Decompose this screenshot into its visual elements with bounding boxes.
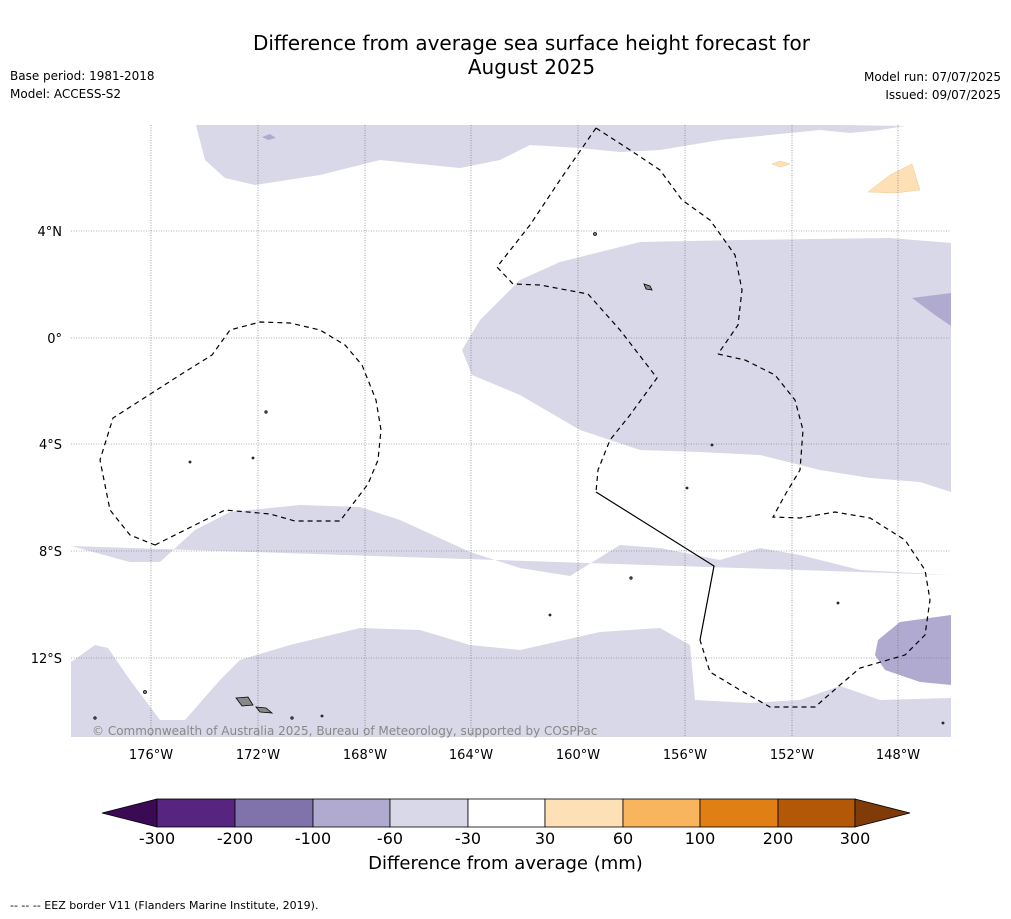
lat-label-4n: 4°N (38, 225, 63, 240)
island-atoll-7 (629, 576, 633, 580)
map-area: 4°N 0° 4°S 8°S 12°S 176°W 172°W 168°W 16… (31, 125, 951, 763)
anomaly-region-positive-2 (771, 160, 791, 168)
anomaly-region-east-2 (875, 615, 951, 685)
island-atoll-9 (710, 443, 714, 447)
graticule (71, 125, 951, 737)
cb-tick-3: -60 (377, 829, 403, 848)
cb-tick-8: 200 (763, 829, 794, 848)
title-line-2: August 2025 (467, 55, 596, 79)
eez-kiribati-phoenix (99, 321, 382, 546)
colorbar-segment-5 (467, 798, 546, 828)
map-frame (71, 125, 951, 737)
lon-label-156w: 156°W (663, 748, 707, 763)
anomaly-region-central (462, 238, 951, 492)
eez-central-1 (496, 127, 658, 493)
colorbar-segment-10 (854, 798, 911, 828)
meta-left: Base period: 1981-2018 Model: ACCESS-S2 (10, 67, 155, 103)
cb-tick-1: -200 (217, 829, 253, 848)
colorbar-label: Difference from average (mm) (368, 853, 643, 874)
island-atoll-4 (188, 460, 192, 464)
cb-tick-9: 300 (840, 829, 871, 848)
lon-label-176w: 176°W (129, 748, 173, 763)
map-title: Difference from average sea surface heig… (0, 31, 1011, 79)
island-samoa-2 (255, 706, 274, 714)
colorbar-ticks: -300 -200 -100 -60 -30 30 60 100 200 300 (139, 829, 870, 848)
colorbar-segment-1 (156, 798, 236, 828)
lon-label-152w: 152°W (770, 748, 814, 763)
eez-borders (99, 127, 931, 708)
longitude-labels: 176°W 172°W 168°W 164°W 160°W 156°W 152°… (129, 748, 920, 763)
colorbar-segment-0 (101, 798, 158, 828)
colorbar-segment-7 (622, 798, 701, 828)
small-patch-1 (262, 134, 276, 140)
footnote: -- -- -- EEZ border V11 (Flanders Marine… (10, 899, 319, 912)
lat-label-4s: 4°S (39, 438, 62, 453)
anomaly-region-south (71, 505, 951, 737)
island-atoll-3 (264, 410, 268, 414)
island-atoll-6 (143, 690, 147, 694)
island-atoll-8 (548, 613, 552, 617)
cb-tick-4: -30 (455, 829, 481, 848)
colorbar-segment-4 (389, 798, 469, 828)
base-period: Base period: 1981-2018 (10, 69, 155, 83)
issued-date: Issued: 09/07/2025 (885, 88, 1001, 102)
islands (93, 232, 945, 725)
anomaly-region-north (196, 125, 905, 185)
cb-tick-7: 100 (685, 829, 716, 848)
cb-tick-2: -100 (295, 829, 331, 848)
lon-label-172w: 172°W (236, 748, 280, 763)
colorbar: -300 -200 -100 -60 -30 30 60 100 200 300 (101, 798, 911, 848)
copyright-notice: © Commonwealth of Australia 2025, Bureau… (92, 724, 598, 738)
eez-kiribati-line-north (595, 127, 743, 355)
cb-tick-0: -300 (139, 829, 175, 848)
island-atoll-11 (836, 601, 840, 605)
colorbar-segment-8 (699, 798, 779, 828)
lat-label-8s: 8°S (39, 545, 62, 560)
eez-solid-segments (595, 491, 715, 641)
model-name: Model: ACCESS-S2 (10, 87, 122, 101)
meta-right: Model run: 07/07/2025 Issued: 09/07/2025 (864, 68, 1001, 104)
colorbar-segments (101, 798, 911, 828)
title-line-1: Difference from average sea surface heig… (252, 31, 811, 55)
lon-label-160w: 160°W (556, 748, 600, 763)
island-atoll-1 (643, 283, 653, 291)
colorbar-segment-3 (312, 798, 391, 828)
cb-tick-6: 60 (613, 829, 633, 848)
latitude-labels: 4°N 0° 4°S 8°S 12°S (31, 225, 62, 667)
colorbar-segment-2 (234, 798, 314, 828)
island-atoll-15 (941, 721, 945, 725)
island-atoll-5 (251, 456, 255, 460)
island-atoll-13 (290, 716, 294, 720)
anomaly-region-east-1 (912, 293, 951, 326)
lat-label-12s: 12°S (31, 652, 62, 667)
lon-label-148w: 148°W (876, 748, 920, 763)
lat-label-0: 0° (47, 332, 62, 347)
lon-label-164w: 164°W (449, 748, 493, 763)
model-run-date: Model run: 07/07/2025 (863, 70, 1001, 84)
lon-label-168w: 168°W (343, 748, 387, 763)
island-atoll-10 (685, 486, 689, 490)
island-atoll-14 (320, 714, 324, 718)
island-samoa-1 (235, 696, 254, 707)
island-atoll-2 (593, 232, 597, 236)
cb-tick-5: 30 (535, 829, 555, 848)
colorbar-segment-6 (544, 798, 624, 828)
island-atoll-12 (93, 716, 97, 720)
colorbar-segment-9 (777, 798, 856, 828)
anomaly-region-positive-1 (867, 163, 921, 194)
